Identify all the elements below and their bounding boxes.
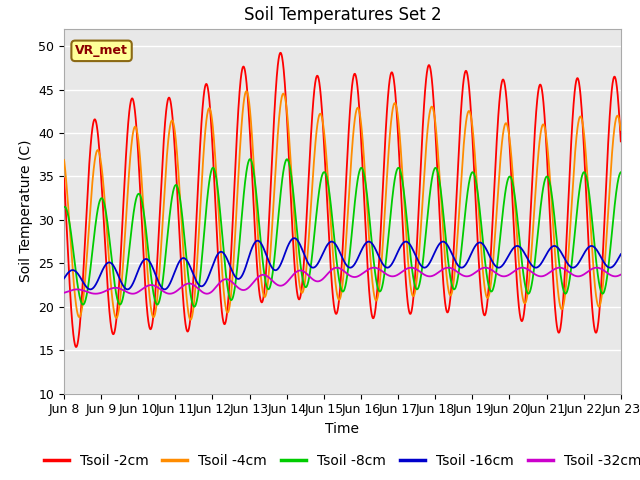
- X-axis label: Time: Time: [325, 422, 360, 436]
- Text: VR_met: VR_met: [75, 44, 128, 57]
- Title: Soil Temperatures Set 2: Soil Temperatures Set 2: [244, 6, 441, 24]
- Legend: Tsoil -2cm, Tsoil -4cm, Tsoil -8cm, Tsoil -16cm, Tsoil -32cm: Tsoil -2cm, Tsoil -4cm, Tsoil -8cm, Tsoi…: [38, 448, 640, 473]
- Y-axis label: Soil Temperature (C): Soil Temperature (C): [19, 140, 33, 282]
